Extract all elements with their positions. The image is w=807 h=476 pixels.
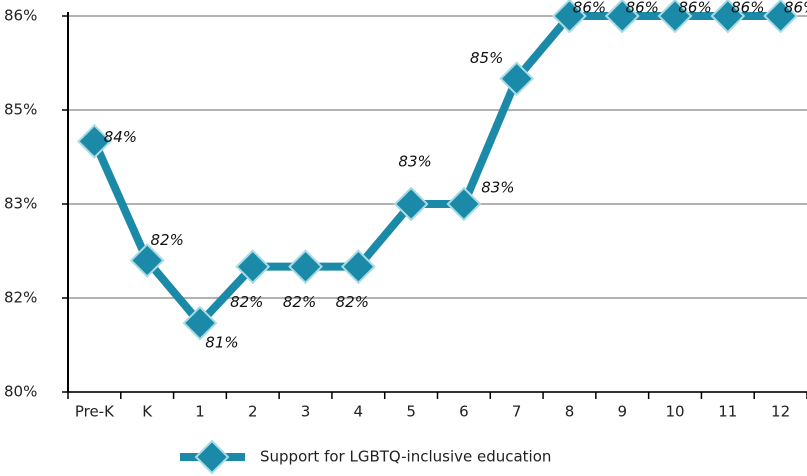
series-line xyxy=(90,12,781,328)
x-tick-label: 12 xyxy=(771,403,790,421)
point xyxy=(129,242,165,278)
data-label: 86% xyxy=(731,0,764,17)
x-tick-label: 1 xyxy=(195,403,205,421)
point xyxy=(340,249,376,285)
x-tick-label: 3 xyxy=(301,403,311,421)
point xyxy=(288,249,323,285)
point xyxy=(76,123,112,159)
x-tick-label: K xyxy=(142,403,153,421)
data-label: 81% xyxy=(205,334,238,352)
data-label: 82% xyxy=(151,231,184,249)
point xyxy=(763,0,799,34)
point xyxy=(235,249,271,285)
data-label: 82% xyxy=(283,293,316,311)
x-tick-label: 2 xyxy=(248,403,258,421)
point xyxy=(657,0,693,34)
point xyxy=(604,0,640,34)
point xyxy=(393,186,429,222)
y-tick-label: 86% xyxy=(4,7,37,25)
y-tick-label: 80% xyxy=(4,383,37,401)
x-tick-label: 11 xyxy=(718,403,737,421)
legend-marker xyxy=(194,439,230,475)
x-tick-label: 6 xyxy=(459,403,469,421)
x-tick-label: Pre-K xyxy=(75,403,115,421)
data-label: 86% xyxy=(784,0,807,17)
data-label: 84% xyxy=(104,128,137,146)
x-tick-label: 9 xyxy=(617,403,627,421)
x-tick-label: 4 xyxy=(354,403,364,421)
point xyxy=(182,305,218,341)
point xyxy=(499,61,535,97)
data-label: 82% xyxy=(230,293,263,311)
data-label: 86% xyxy=(678,0,711,17)
x-tick-label: 8 xyxy=(565,403,575,421)
x-tick-label: 10 xyxy=(665,403,684,421)
legend-label: Support for LGBTQ-inclusive education xyxy=(260,448,551,466)
point xyxy=(446,186,482,222)
data-label: 85% xyxy=(470,49,503,67)
x-tick-label: 7 xyxy=(512,403,522,421)
data-label: 86% xyxy=(626,0,659,17)
data-label: 86% xyxy=(573,0,606,17)
x-tick-label: 5 xyxy=(406,403,416,421)
y-tick-label: 82% xyxy=(4,289,37,307)
data-label: 82% xyxy=(336,293,369,311)
point xyxy=(552,0,587,34)
y-tick-label: 85% xyxy=(4,101,37,119)
point xyxy=(710,0,746,34)
data-label: 83% xyxy=(481,179,514,197)
data-label: 83% xyxy=(398,153,431,171)
y-tick-label: 83% xyxy=(4,195,37,213)
